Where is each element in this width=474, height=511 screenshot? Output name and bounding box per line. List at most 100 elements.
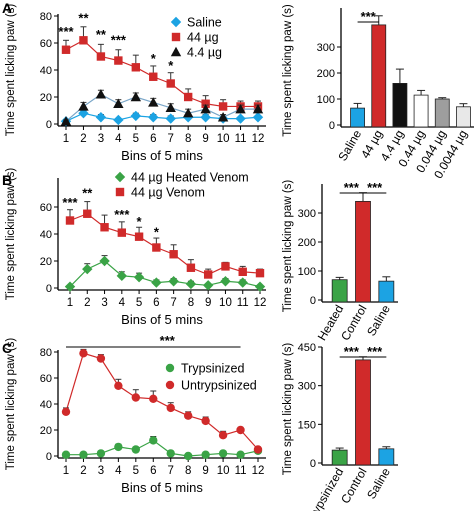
x-tick-label: 7 [168, 465, 174, 477]
x-tick-label: 7 [168, 133, 174, 145]
bar [456, 106, 471, 128]
x-tick-label: 10 [217, 133, 230, 145]
y-tick-label: 200 [317, 68, 335, 80]
data-point [82, 263, 93, 275]
x-tick-label: 4 [115, 133, 122, 145]
data-point [221, 262, 230, 271]
data-point [151, 277, 162, 288]
x-tick-label: 2 [80, 465, 86, 477]
data-point [96, 52, 106, 61]
x-tick-label: 11 [235, 465, 247, 477]
data-point [114, 56, 123, 65]
x-tick-label: 6 [150, 133, 156, 145]
significance-label: *** [367, 344, 383, 359]
data-point [201, 99, 210, 108]
data-point [235, 103, 246, 114]
series-line [65, 93, 258, 122]
data-point [182, 108, 194, 118]
data-point [252, 103, 264, 114]
legend-label: Saline [187, 16, 222, 30]
data-point [114, 442, 123, 452]
y-axis-label: Time spent licking paw (s) [5, 168, 17, 301]
y-tick-label: 80 [40, 11, 52, 23]
x-tick-label: 12 [252, 133, 265, 145]
x-tick-label: 2 [80, 133, 86, 145]
bar [378, 448, 395, 466]
significance-label: * [151, 51, 157, 66]
data-point [169, 250, 178, 259]
significance-label: *** [344, 180, 360, 195]
y-tick-label: 0 [329, 120, 335, 132]
legend-marker [170, 16, 182, 28]
x-axis-label: Bins of 5 mins [121, 480, 203, 495]
data-point [113, 114, 124, 126]
y-axis-label: Time spent licking paw (s) [5, 338, 17, 471]
data-point [113, 98, 124, 108]
x-tick-label: 11 [235, 133, 247, 145]
x-tick-label: 12 [254, 297, 267, 309]
data-point [236, 425, 245, 435]
y-tick-label: 300 [298, 381, 316, 393]
y-tick-label: 60 [40, 38, 52, 50]
x-tick-label: 1 [63, 133, 69, 145]
data-point [117, 228, 127, 237]
legend-label: 44 µg Heated Venom [131, 171, 249, 185]
bar [331, 449, 348, 466]
y-tick-label: 20 [40, 256, 52, 268]
data-point [168, 276, 179, 287]
data-point [131, 63, 141, 72]
chart-a-bar: 0 100 200 300 Time spent licking paw (s) Sali… [282, 4, 474, 181]
y-tick-label: 300 [298, 208, 316, 220]
data-point [61, 45, 71, 54]
category-label: Saline [364, 465, 393, 501]
data-point [64, 281, 76, 292]
significance-label: *** [160, 333, 176, 348]
bar [355, 200, 371, 303]
data-point [130, 91, 142, 102]
y-tick-label: 0 [310, 295, 316, 307]
x-tick-label: 1 [67, 297, 73, 309]
data-point [201, 416, 210, 426]
data-point [116, 270, 128, 282]
data-point [131, 393, 141, 402]
data-point [149, 436, 158, 445]
y-tick-label: 80 [40, 347, 52, 359]
significance-label: *** [58, 24, 74, 39]
data-point [166, 79, 175, 88]
legend-label: Trypsinized [181, 362, 244, 376]
data-point [165, 102, 176, 112]
y-tick-label: 0 [310, 458, 316, 470]
x-tick-label: 1 [63, 465, 69, 477]
x-tick-label: 8 [188, 297, 194, 309]
series-line [69, 260, 261, 288]
legend-label: 4.4 µg [187, 46, 222, 60]
significance-label: ** [96, 27, 107, 42]
y-tick-label: 0 [46, 283, 52, 295]
legend-label: 44 µg [187, 31, 219, 45]
series-line [69, 213, 261, 276]
y-tick-label: 200 [298, 237, 316, 249]
x-tick-label: 5 [133, 133, 139, 145]
legend-label: Untrypsinized [181, 379, 257, 393]
data-point [96, 449, 106, 458]
x-tick-label: 9 [205, 297, 211, 309]
data-point [183, 411, 193, 420]
data-point [149, 394, 158, 403]
significance-label: * [154, 225, 160, 240]
y-axis-label: Time spent licking paw (s) [282, 4, 294, 137]
series-line [65, 39, 258, 108]
x-tick-label: 4 [115, 465, 122, 477]
legend-marker [165, 363, 175, 373]
data-point [134, 232, 144, 241]
significance-label: *** [344, 344, 360, 359]
x-tick-label: 3 [98, 465, 104, 477]
x-tick-label: 8 [185, 133, 191, 145]
x-tick-label: 6 [150, 465, 156, 477]
data-point [186, 263, 196, 272]
data-point [254, 281, 266, 292]
significance-label: * [137, 214, 143, 229]
data-point [220, 276, 231, 287]
y-tick-label: 40 [40, 399, 52, 411]
y-axis-label: Time spent licking paw (s) [282, 180, 294, 313]
